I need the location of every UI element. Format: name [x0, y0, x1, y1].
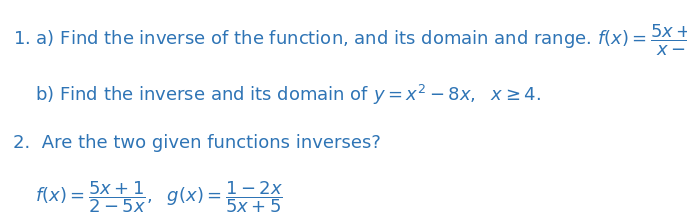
Text: b) Find the inverse and its domain of $y = x^2 - 8x, \ \ x \geq 4.$: b) Find the inverse and its domain of $y…: [34, 83, 541, 107]
Text: 1. a) Find the inverse of the function, and its domain and range. $f\left(x\righ: 1. a) Find the inverse of the function, …: [12, 23, 687, 58]
Text: $f\left(x\right) = \dfrac{5x+1}{2-5x}, \ \ g\left(x\right) = \dfrac{1-2x}{5x+5}$: $f\left(x\right) = \dfrac{5x+1}{2-5x}, \…: [34, 179, 282, 215]
Text: 2.  Are the two given functions inverses?: 2. Are the two given functions inverses?: [12, 134, 381, 152]
